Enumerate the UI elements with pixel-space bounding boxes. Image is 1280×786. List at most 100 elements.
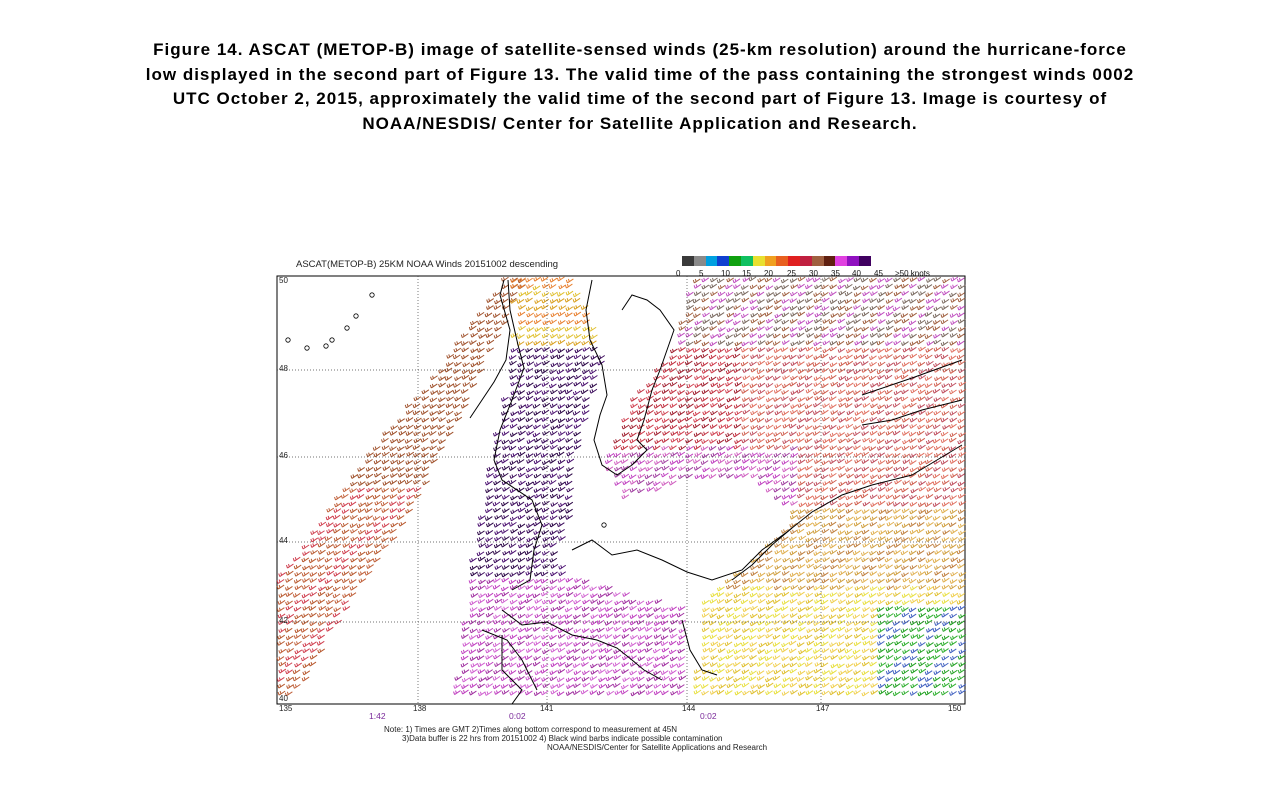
wind-barb [468, 578, 477, 584]
wind-barb [837, 305, 846, 311]
wind-barb [846, 684, 854, 690]
wind-barb [958, 501, 967, 506]
wind-barb [694, 326, 702, 331]
wind-barb [837, 530, 846, 536]
wind-barb [845, 571, 854, 576]
wind-barb [477, 691, 486, 697]
wind-barb [876, 311, 885, 317]
wind-barb [781, 683, 790, 689]
wind-barb [781, 634, 790, 639]
wind-barb [484, 508, 493, 514]
wind-barb [549, 670, 558, 676]
wind-barb [941, 557, 950, 563]
wind-barb [757, 403, 766, 409]
wind-barb [885, 354, 893, 359]
wind-barb [502, 445, 510, 451]
wind-barb [396, 466, 405, 472]
wind-barb [877, 648, 886, 654]
wind-barb [741, 682, 750, 688]
wind-barb [461, 354, 469, 360]
wind-barb [893, 312, 901, 318]
wind-barb [749, 383, 758, 389]
wind-barb [644, 606, 653, 612]
wind-barb [509, 536, 518, 542]
wind-barb [797, 291, 806, 297]
wind-barb [494, 565, 503, 570]
wind-barb [941, 612, 949, 618]
wind-barb [790, 291, 798, 297]
wind-barb [484, 327, 493, 333]
wind-barb [764, 649, 773, 655]
wind-barb [565, 599, 574, 605]
wind-barb [533, 563, 541, 569]
wind-barb [750, 473, 759, 479]
wind-barb [741, 647, 750, 653]
wind-barb [654, 460, 662, 465]
wind-barb [524, 627, 533, 633]
wind-barb [740, 290, 749, 296]
wind-barb [502, 536, 510, 541]
wind-barb [949, 410, 958, 416]
wind-barb [909, 445, 918, 450]
wind-barb [685, 438, 693, 444]
wind-barb [958, 445, 967, 451]
wind-barb [950, 473, 958, 479]
wind-barb [621, 452, 630, 458]
wind-barb [756, 438, 765, 444]
wind-barb [790, 375, 798, 381]
wind-barb [885, 606, 894, 612]
wind-barb [701, 431, 709, 437]
wind-barb [957, 403, 966, 409]
wind-barb [445, 389, 454, 395]
wind-barb [932, 676, 941, 682]
wind-barb [757, 684, 766, 690]
wind-barb [324, 579, 333, 584]
wind-barb [700, 446, 709, 452]
wind-barb [829, 276, 838, 282]
wind-barb [790, 634, 799, 640]
wind-barb [732, 614, 741, 620]
wind-barb [373, 466, 382, 472]
wind-barb [956, 333, 965, 339]
wind-barb [318, 521, 327, 527]
wind-barb [677, 418, 686, 424]
wind-barb [478, 334, 486, 339]
colorbar-label: 0 [676, 269, 681, 278]
wind-barb [846, 312, 855, 318]
wind-barb [796, 571, 805, 577]
wind-barb [790, 361, 799, 367]
wind-barb [404, 438, 413, 444]
wind-barb [918, 374, 926, 380]
wind-barb [869, 467, 878, 473]
wind-barb [870, 509, 879, 514]
wind-barb [805, 558, 814, 563]
wind-barb [893, 536, 902, 542]
wind-barb [774, 585, 782, 591]
wind-barb [733, 579, 742, 585]
wind-barb [277, 640, 285, 646]
wind-barb [493, 619, 502, 625]
wind-barb [317, 634, 325, 640]
wind-barb [517, 593, 525, 599]
wind-barb [534, 362, 542, 368]
wind-barb [550, 312, 559, 318]
wind-barb [566, 586, 575, 592]
wind-barb [556, 354, 565, 360]
wind-barb [326, 570, 335, 576]
wind-barb [500, 598, 509, 604]
wind-barb [598, 654, 607, 660]
wind-barb [470, 320, 478, 326]
wind-barb [813, 689, 822, 695]
wind-barb [797, 600, 805, 606]
wind-barb [933, 613, 942, 619]
wind-barb [558, 502, 566, 508]
wind-barb [869, 543, 878, 549]
wind-barb [668, 360, 677, 366]
wind-barb [565, 290, 574, 296]
wind-barb [517, 514, 526, 520]
wind-barb [532, 333, 541, 339]
wind-barb [405, 409, 414, 415]
wind-barb [862, 676, 871, 682]
wind-barb [933, 339, 942, 345]
wind-barb [517, 676, 525, 681]
